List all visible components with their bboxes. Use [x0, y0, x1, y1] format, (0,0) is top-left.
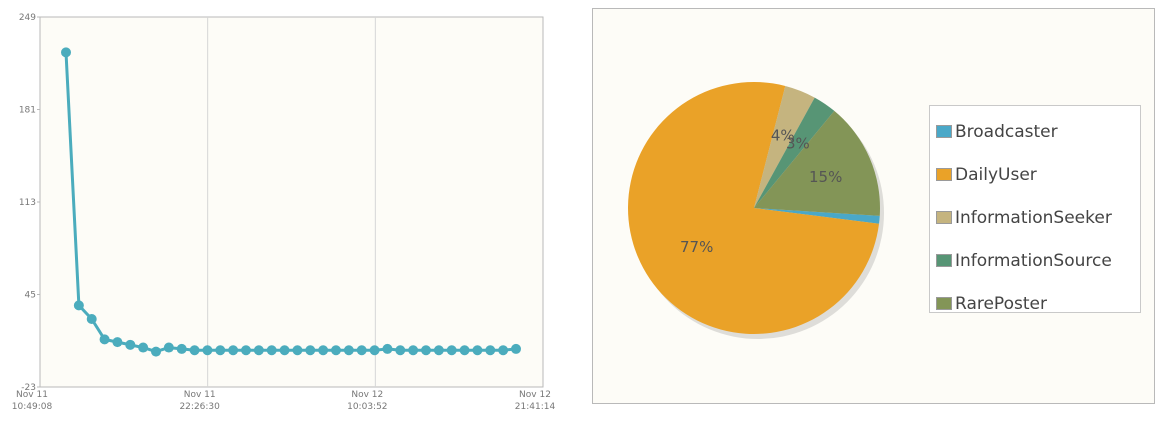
data-point: [266, 345, 277, 356]
y-tick-label: 249: [19, 13, 36, 23]
x-tick-label: 21:41:14: [515, 402, 556, 412]
data-point: [446, 345, 457, 356]
pie-slice-rareposter: [754, 110, 880, 216]
data-point: [459, 345, 470, 356]
x-tick-label: Nov 12: [351, 390, 383, 400]
x-tick-label: Nov 11: [16, 390, 48, 400]
data-point: [189, 345, 200, 356]
data-point: [163, 342, 174, 353]
legend-label: InformationSeeker: [955, 207, 1112, 228]
pie-slice-broadcaster: [754, 208, 880, 224]
data-point: [138, 342, 149, 353]
data-point: [382, 343, 393, 354]
legend-swatch: [936, 125, 952, 138]
pie-slice-label: 3%: [786, 134, 810, 152]
data-point: [176, 343, 187, 354]
data-point: [61, 47, 71, 58]
pie-chart: 77% 4%3% 15%: [628, 82, 884, 339]
legend-item: InformationSource: [936, 239, 1140, 282]
legend-swatch: [936, 211, 952, 224]
data-point: [112, 337, 123, 348]
pie-chart-panel: 77% 4% 3% 15% Broadcaster DailyUser Informati…: [592, 8, 1155, 404]
x-tick-label: 22:26:30: [179, 402, 220, 412]
data-point: [511, 343, 521, 354]
data-point: [292, 345, 303, 356]
data-point: [395, 345, 406, 356]
data-point: [125, 339, 136, 350]
pie-slice-informationsource: [754, 97, 835, 208]
y-tick-label: -23: [21, 383, 36, 393]
pie-slice-label: 4%: [771, 126, 795, 144]
data-point: [99, 334, 110, 345]
data-point: [498, 345, 509, 356]
data-point: [472, 345, 483, 356]
legend-item: DailyUser: [936, 153, 1140, 196]
legend-label: DailyUser: [955, 164, 1037, 185]
pie-slice-dailyuser: [628, 82, 880, 335]
x-tick-label: Nov 12: [519, 390, 551, 400]
y-tick-label: 45: [25, 291, 36, 301]
legend-item: RarePoster: [936, 282, 1140, 325]
data-point: [433, 345, 444, 356]
x-tick-label: 10:03:52: [347, 402, 387, 412]
y-tick-label: 113: [19, 198, 36, 208]
data-point: [253, 345, 264, 356]
pie-slice-label: 77%: [680, 238, 713, 256]
x-tick-label: 10:49:08: [12, 402, 53, 412]
legend-label: InformationSource: [955, 250, 1112, 271]
data-point: [305, 345, 316, 356]
legend-swatch: [936, 254, 952, 267]
data-point: [369, 345, 380, 356]
legend-label: RarePoster: [955, 293, 1047, 314]
legend-item: Broadcaster: [936, 110, 1140, 153]
pie-slice-label: 15%: [809, 168, 842, 186]
legend-item: InformationSeeker: [936, 196, 1140, 239]
data-point: [421, 345, 431, 356]
data-point: [343, 345, 354, 356]
data-point: [215, 345, 226, 356]
data-point: [331, 345, 341, 356]
data-point: [151, 346, 161, 357]
data-point: [202, 345, 213, 356]
data-point: [279, 345, 290, 356]
line-chart-panel: 249 181 113 45 -23 Nov 11 10:49:08 Nov 11 22:26:…: [0, 0, 560, 417]
legend-swatch: [936, 168, 952, 181]
plot-area: [39, 16, 544, 388]
data-point: [73, 300, 84, 311]
legend-label: Broadcaster: [955, 121, 1058, 142]
data-point: [318, 345, 329, 356]
data-point: [408, 345, 419, 356]
pie-slice-informationseeker: [754, 85, 815, 208]
y-tick-label: 181: [19, 106, 36, 116]
data-point: [356, 345, 367, 356]
data-point: [485, 345, 496, 356]
pie-legend: Broadcaster DailyUser InformationSeeker Inf…: [929, 105, 1141, 314]
data-point: [86, 313, 97, 324]
legend-swatch: [936, 297, 952, 310]
x-tick-label: Nov 11: [184, 390, 216, 400]
data-point: [241, 345, 251, 356]
data-point: [228, 345, 239, 356]
